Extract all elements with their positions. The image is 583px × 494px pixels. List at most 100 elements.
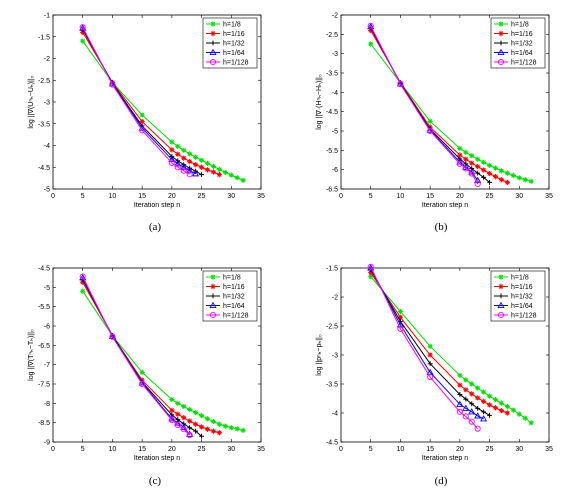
legend-marker — [498, 293, 504, 299]
data-point — [198, 424, 205, 430]
legend-entry: h=1/16 — [494, 283, 533, 291]
data-point — [510, 172, 516, 179]
data-point — [462, 165, 469, 172]
data-point — [474, 176, 482, 184]
legend-entry: h=1/64 — [494, 301, 533, 310]
legend-marker — [497, 58, 505, 66]
data-point — [486, 393, 493, 399]
data-point — [510, 407, 516, 413]
data-point — [174, 421, 181, 429]
y-tick-label: -5 — [44, 187, 50, 194]
legend-label: h=1/64 — [511, 50, 533, 57]
legend-marker — [209, 48, 217, 56]
data-point — [228, 425, 234, 431]
x-tick-label: 35 — [545, 193, 553, 200]
x-tick-label: 10 — [109, 446, 117, 453]
legend-label: h=1/32 — [223, 294, 245, 301]
data-point — [481, 175, 487, 180]
data-point — [367, 264, 375, 271]
legend-marker — [209, 301, 217, 309]
data-point — [427, 352, 433, 358]
data-point — [463, 396, 469, 402]
data-point — [109, 333, 116, 340]
data-point — [457, 372, 463, 378]
data-point — [481, 389, 487, 395]
data-point — [193, 428, 199, 434]
legend-entry: h=1/8 — [206, 274, 241, 282]
data-point — [474, 180, 481, 188]
data-point — [457, 145, 463, 151]
data-point — [79, 273, 87, 281]
legend-label: h=1/32 — [511, 41, 533, 48]
y-tick-label: -7 — [44, 362, 50, 369]
series-line — [82, 290, 244, 431]
legend-label: h=1/128 — [511, 313, 537, 320]
data-point — [486, 162, 493, 169]
legend-marker — [209, 58, 217, 66]
data-point — [180, 426, 187, 433]
x-tick-label: 25 — [198, 193, 206, 200]
data-point — [204, 416, 211, 422]
y-tick-label: -6 — [44, 324, 50, 331]
legend-label: h=1/128 — [223, 60, 249, 67]
y-tick-label: -6.5 — [38, 343, 50, 350]
legend-label: h=1/64 — [511, 303, 533, 310]
y-axis-label: log ||∇·(Hⁿₕ−Hₕ)||₀ — [315, 74, 323, 130]
y-tick-label: -3 — [44, 100, 50, 107]
x-tick-label: 10 — [109, 193, 117, 200]
data-point — [168, 155, 176, 162]
x-tick-label: 25 — [198, 446, 206, 453]
data-point — [462, 404, 470, 411]
data-point — [240, 177, 246, 183]
data-point — [463, 377, 469, 383]
data-point — [169, 407, 175, 413]
data-point — [397, 325, 404, 332]
series-h-1-128 — [367, 263, 481, 432]
series-line — [370, 276, 532, 424]
x-tick-label: 30 — [227, 446, 235, 453]
data-point — [216, 172, 222, 178]
y-tick-label: -3 — [332, 353, 338, 360]
data-point — [468, 418, 475, 425]
legend-label: h=1/128 — [223, 313, 249, 320]
y-axis-label: log ||pⁿₕ−pₕ||₀ — [316, 334, 323, 376]
legend-marker — [497, 311, 505, 319]
data-point — [475, 156, 481, 162]
data-point — [180, 163, 188, 170]
data-point — [498, 408, 505, 414]
y-tick-label: -4.5 — [326, 440, 338, 447]
data-point — [469, 153, 475, 159]
x-axis-label: Iteration step n — [134, 202, 180, 209]
legend-entry: h=1/128 — [206, 58, 249, 67]
y-tick-label: -5 — [332, 129, 338, 136]
y-tick-label: -7.5 — [38, 382, 50, 389]
data-point — [175, 400, 181, 406]
legend-entry: h=1/128 — [494, 58, 537, 67]
data-point — [481, 159, 487, 165]
legend-entry: h=1/32 — [494, 294, 533, 301]
legend-label: h=1/16 — [511, 31, 533, 38]
data-point — [504, 179, 510, 186]
data-point — [475, 163, 481, 170]
legend-marker — [210, 30, 216, 37]
data-point — [169, 396, 175, 403]
series-line — [370, 25, 479, 185]
y-tick-label: -2 — [332, 13, 338, 20]
data-point — [108, 332, 117, 339]
x-tick-label: 0 — [51, 193, 55, 200]
data-point — [193, 162, 199, 168]
legend-entry: h=1/32 — [206, 41, 245, 48]
y-tick-label: -2 — [44, 56, 50, 63]
y-tick-label: -3 — [332, 51, 338, 58]
data-point — [474, 425, 481, 432]
data-point — [198, 164, 205, 170]
y-tick-label: -2 — [332, 295, 338, 302]
series-h-1-8 — [368, 274, 534, 426]
y-tick-label: -4.5 — [326, 109, 338, 116]
y-tick-label: -1.5 — [326, 266, 338, 273]
data-point — [368, 274, 374, 280]
y-tick-label: -6 — [332, 167, 338, 174]
data-point — [463, 387, 469, 393]
data-point — [475, 395, 481, 401]
data-point — [174, 164, 181, 171]
